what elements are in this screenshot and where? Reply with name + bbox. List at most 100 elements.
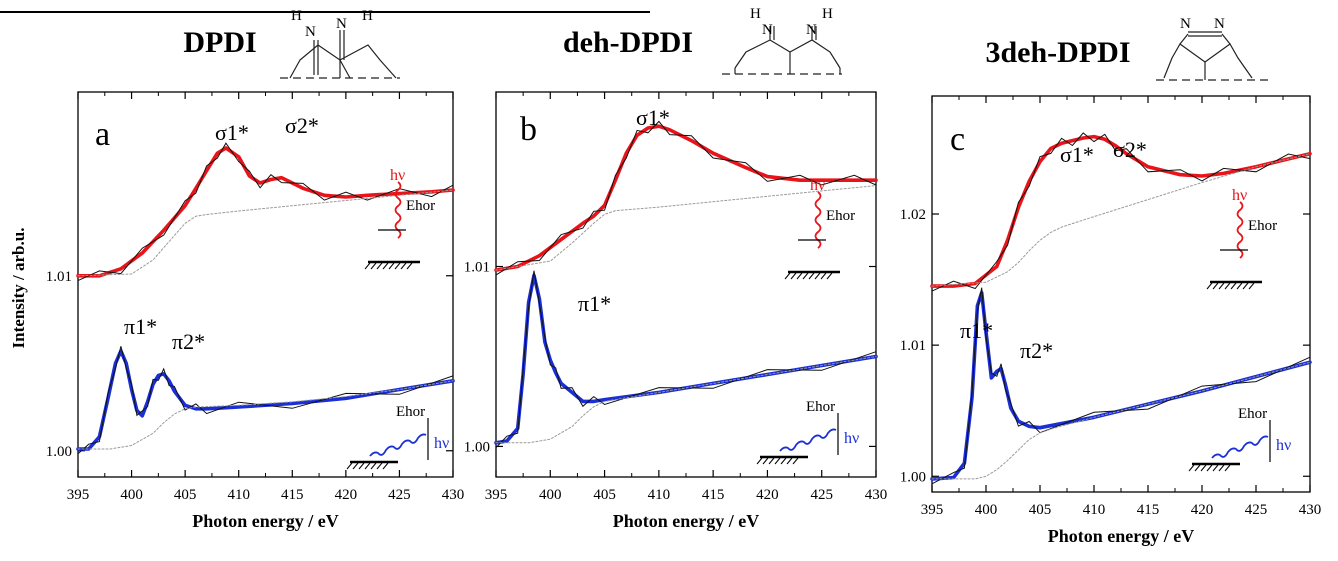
hatch-icon [790, 272, 797, 280]
hatch-icon [1218, 282, 1225, 290]
sigma-fit-line [930, 134, 1312, 288]
hatch-icon [1248, 282, 1255, 290]
hatch-icon [1218, 464, 1225, 472]
y-tick-label: 1.00 [900, 469, 926, 485]
x-axis-label: Photon energy / eV [1048, 526, 1194, 546]
hatch-icon [762, 457, 769, 465]
y-axis-label: Intensity / arb.u. [9, 228, 28, 349]
hatch-icon [370, 262, 377, 270]
x-tick-label: 410 [648, 487, 671, 503]
sigma-peak-label: σ2* [1113, 137, 1147, 162]
background-line [77, 189, 454, 277]
x-tick-label: 415 [1137, 502, 1160, 518]
panel-letter: b [520, 111, 537, 148]
hatch-icon [1242, 282, 1249, 290]
hatch-icon [814, 272, 821, 280]
x-tick-label: 400 [120, 487, 143, 503]
hatch-icon [1212, 282, 1219, 290]
pi-peak-label: π1* [578, 291, 611, 316]
panel-a-title: DPDI [183, 26, 256, 59]
hatch-icon [826, 272, 833, 280]
x-tick-label: 430 [442, 487, 465, 503]
hatch-icon [1200, 464, 1207, 472]
hv-label: hν [390, 167, 405, 184]
x-tick-label: 425 [810, 487, 833, 503]
molecule-a-h2: H [362, 8, 373, 24]
hv-label: hν [1276, 437, 1291, 454]
pi-peak-label: π1* [124, 314, 157, 339]
hv-label: hν [434, 435, 449, 452]
panel-a-plot: 395 400 405 410 415 420 425 430 1.00 1.01 Photon e… [46, 91, 465, 531]
hatch-icon [820, 272, 827, 280]
molecule-c-n1: N [1180, 16, 1191, 32]
x-tick-label: 395 [67, 487, 90, 503]
background-line [495, 356, 877, 444]
hatch-icon [382, 462, 389, 470]
hatch-icon [388, 262, 395, 270]
x-tick-label: 405 [1029, 502, 1052, 518]
hatch-icon [1206, 464, 1213, 472]
pi-peak-label: π1* [960, 318, 993, 343]
panel-b-title: deh-DPDI [563, 26, 693, 59]
hatch-icon [406, 262, 413, 270]
x-tick-label: 415 [702, 487, 725, 503]
x-tick-label: 425 [388, 487, 411, 503]
y-tick-label: 1.01 [464, 260, 490, 276]
hatch-icon [792, 457, 799, 465]
ehor-label: Ehor [1248, 218, 1277, 234]
plot-frame [495, 91, 877, 478]
hv-label: hν [810, 177, 825, 194]
wave-icon [1236, 201, 1244, 259]
sigma-fit-line [494, 124, 878, 272]
ehor-label: Ehor [396, 404, 425, 420]
hatch-icon [376, 262, 383, 270]
hatch-icon [1212, 464, 1219, 472]
ehor-label: Ehor [826, 208, 855, 224]
wave-icon [1211, 435, 1269, 459]
hatch-icon [1236, 282, 1243, 290]
x-tick-label: 430 [865, 487, 888, 503]
x-tick-label: 400 [975, 502, 998, 518]
ehor-label: Ehor [806, 399, 835, 415]
wave-icon [394, 181, 402, 239]
molecule-b-n1: N [762, 22, 773, 38]
hatch-icon [1224, 464, 1231, 472]
background-line [495, 185, 877, 271]
measured-line [77, 346, 454, 455]
ehor-label: Ehor [1238, 406, 1267, 422]
x-tick-label: 405 [593, 487, 616, 503]
sigma-peak-label: σ2* [285, 113, 319, 138]
wave-icon [779, 428, 837, 452]
hv-label: hν [844, 430, 859, 447]
hatch-icon [382, 262, 389, 270]
y-tick-label: 1.01 [900, 338, 926, 354]
molecule-b-h2: H [822, 6, 833, 22]
ehor-label: Ehor [406, 198, 435, 214]
hv-label: hν [1232, 187, 1247, 204]
wave-icon [369, 433, 427, 457]
molecule-a-n2: N [336, 16, 347, 32]
hatch-icon [1206, 282, 1213, 290]
panel-b-plot: 395 400 405 410 415 420 425 430 1.00 1.01 Photon e… [464, 91, 888, 531]
x-tick-label: 425 [1245, 502, 1268, 518]
panel-c-plot: 395 400 405 410 415 420 425 430 1.00 1.01 1.02 Phot… [900, 95, 1322, 546]
hatch-icon [394, 262, 401, 270]
x-tick-label: 430 [1299, 502, 1322, 518]
hatch-icon [1224, 282, 1231, 290]
x-tick-label: 395 [921, 502, 944, 518]
x-tick-label: 420 [335, 487, 358, 503]
hatch-icon [376, 462, 383, 470]
panel-letter: c [950, 121, 965, 158]
hatch-icon [774, 457, 781, 465]
sigma-peak-label: σ1* [1060, 142, 1094, 167]
molecule-a-structure [280, 30, 400, 79]
molecule-c-structure [1156, 31, 1272, 81]
hatch-icon [400, 262, 407, 270]
x-tick-label: 415 [281, 487, 304, 503]
measured-line [495, 270, 877, 448]
hatch-icon [1230, 282, 1237, 290]
wave-icon [814, 191, 822, 249]
x-tick-label: 395 [485, 487, 508, 503]
